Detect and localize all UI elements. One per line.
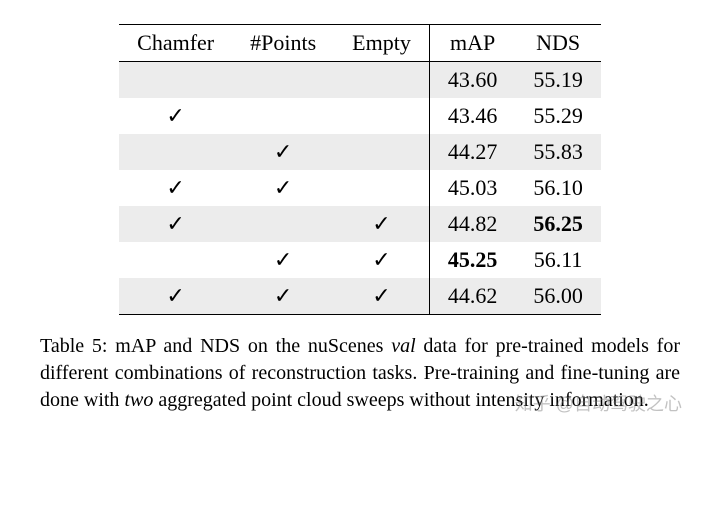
cell-chamfer [119, 62, 232, 99]
cell-points [232, 206, 334, 242]
table-row: ✓✓45.2556.11 [119, 242, 601, 278]
caption-label: Table 5: [40, 335, 107, 357]
cell-empty: ✓ [334, 278, 429, 315]
cell-nds: 55.83 [515, 134, 601, 170]
table-body: 43.6055.19✓43.4655.29✓44.2755.83✓✓45.035… [119, 62, 601, 315]
cell-map: 43.46 [429, 98, 515, 134]
cell-empty [334, 170, 429, 206]
cell-chamfer: ✓ [119, 278, 232, 315]
table-row: 43.6055.19 [119, 62, 601, 99]
cell-nds: 56.10 [515, 170, 601, 206]
table-header-row: Chamfer #Points Empty mAP NDS [119, 25, 601, 62]
cell-chamfer [119, 134, 232, 170]
cell-chamfer [119, 242, 232, 278]
cell-chamfer: ✓ [119, 206, 232, 242]
cell-map: 44.82 [429, 206, 515, 242]
caption-two-word: two [124, 389, 153, 411]
col-header-empty: Empty [334, 25, 429, 62]
cell-empty [334, 62, 429, 99]
col-header-nds: NDS [515, 25, 601, 62]
cell-points: ✓ [232, 134, 334, 170]
cell-chamfer: ✓ [119, 98, 232, 134]
table-row: ✓✓44.8256.25 [119, 206, 601, 242]
table-row: ✓ 44.2755.83 [119, 134, 601, 170]
table-caption: Table 5: mAP and NDS on the nuScenes val… [32, 333, 688, 414]
cell-nds: 55.29 [515, 98, 601, 134]
table-row: ✓ 43.4655.29 [119, 98, 601, 134]
caption-val-word: val [391, 335, 415, 357]
caption-text-1: mAP and NDS on the nuScenes [107, 335, 391, 357]
cell-map: 45.25 [429, 242, 515, 278]
cell-nds: 56.00 [515, 278, 601, 315]
cell-points: ✓ [232, 170, 334, 206]
caption-text-3: aggregated point cloud sweeps without in… [153, 389, 648, 411]
ablation-table: Chamfer #Points Empty mAP NDS 43.6055.19… [119, 24, 601, 315]
cell-map: 44.27 [429, 134, 515, 170]
cell-nds: 55.19 [515, 62, 601, 99]
cell-empty: ✓ [334, 242, 429, 278]
cell-empty: ✓ [334, 206, 429, 242]
cell-map: 45.03 [429, 170, 515, 206]
table-row: ✓✓✓44.6256.00 [119, 278, 601, 315]
cell-chamfer: ✓ [119, 170, 232, 206]
table-row: ✓✓ 45.0356.10 [119, 170, 601, 206]
col-header-map: mAP [429, 25, 515, 62]
cell-nds: 56.25 [515, 206, 601, 242]
cell-nds: 56.11 [515, 242, 601, 278]
cell-map: 44.62 [429, 278, 515, 315]
cell-empty [334, 98, 429, 134]
cell-points: ✓ [232, 278, 334, 315]
col-header-points: #Points [232, 25, 334, 62]
cell-points: ✓ [232, 242, 334, 278]
cell-map: 43.60 [429, 62, 515, 99]
col-header-chamfer: Chamfer [119, 25, 232, 62]
cell-points [232, 62, 334, 99]
cell-empty [334, 134, 429, 170]
cell-points [232, 98, 334, 134]
